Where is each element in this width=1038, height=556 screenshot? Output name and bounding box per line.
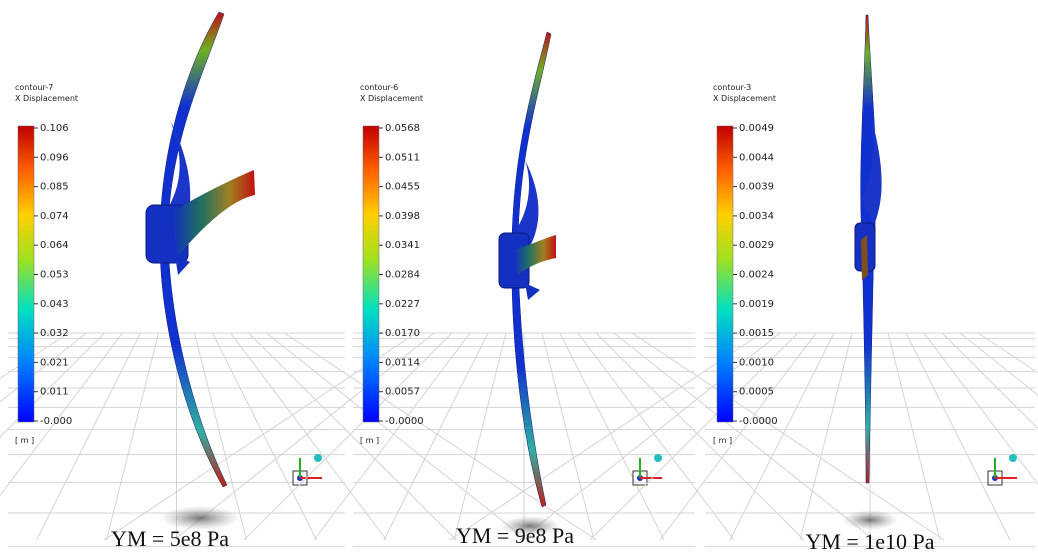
contour-name: contour-7 [15, 83, 53, 92]
grid-line [560, 333, 664, 540]
grid-line [632, 333, 944, 540]
colorbar-tick-label: 0.0044 [739, 152, 774, 163]
colorbar-tick-label: 0.0398 [385, 211, 420, 222]
quantity: X Displacement [713, 94, 776, 103]
grid-line [888, 333, 940, 540]
caption: YM = 1e10 Pa [805, 529, 934, 554]
colorbar-tick-label: 0.0057 [385, 387, 420, 398]
triad [654, 454, 662, 462]
triad [1009, 454, 1017, 462]
colorbar-tick-label: -0.0000 [739, 416, 778, 427]
figure: contour-7 X Displacement 0.106 0.096 0.085 0.… [0, 0, 1038, 556]
colorbar-tick-label: 0.0015 [739, 328, 774, 339]
colorbar-tick-label: 0.011 [40, 387, 69, 398]
colorbar-tick-label: 0.074 [40, 211, 69, 222]
colorbar-tick-label: 0.064 [40, 240, 69, 251]
grid-line [942, 333, 1038, 540]
colorbar-tick-label: 0.0010 [739, 357, 774, 368]
triad [314, 454, 322, 462]
colorbar-tick-label: 0.021 [40, 357, 69, 368]
colorbar-tick-label: 0.106 [40, 123, 69, 134]
caption: YM = 5e8 Pa [111, 526, 229, 551]
colorbar-tick-label: 0.0455 [385, 182, 420, 193]
colorbar-tick-label: -0.000 [40, 416, 72, 427]
grid-line [800, 333, 852, 540]
colorbar-tick-label: 0.0511 [385, 152, 420, 163]
colorbar-tick-label: 0.0019 [739, 299, 774, 310]
colorbar-tick-label: 0.0284 [385, 270, 420, 281]
colorbar-tick-label: 0.0029 [739, 240, 774, 251]
grid-line [960, 333, 1038, 540]
grid-line [578, 333, 734, 540]
colorbar-tick-label: 0.0039 [739, 182, 774, 193]
colorbar-tick-label: 0.096 [40, 152, 69, 163]
colorbar-tick-label: 0.0024 [739, 270, 774, 281]
grid-line [454, 333, 506, 540]
grid-line [924, 333, 1038, 540]
caption: YM = 9e8 Pa [456, 523, 574, 548]
colorbar-tick-label: 0.0170 [385, 328, 420, 339]
colorbar [363, 126, 379, 422]
panel-labels: contour-7 X Displacement 0.106 0.096 0.085 0.… [15, 83, 935, 554]
grid-line [244, 333, 452, 540]
contour-name: contour-6 [360, 83, 398, 92]
colorbar-tick-label: 0.0568 [385, 123, 420, 134]
colorbar [18, 126, 34, 422]
unit: [ m ] [15, 436, 34, 445]
colorbar [717, 126, 733, 422]
colorbar-tick-label: 0.0227 [385, 299, 420, 310]
model [499, 32, 560, 536]
colorbar-tick-label: 0.043 [40, 299, 69, 310]
quantity: X Displacement [15, 94, 78, 103]
colorbar-tick-label: 0.0049 [739, 123, 774, 134]
grid-line [249, 333, 457, 540]
grid-line [660, 333, 816, 540]
model [146, 12, 255, 530]
contour-name: contour-3 [713, 83, 751, 92]
colorbar-tick-label: 0.0341 [385, 240, 420, 251]
grid-line [906, 333, 1010, 540]
quantity: X Displacement [360, 94, 423, 103]
colorbar-tick-label: -0.0000 [385, 416, 424, 427]
grid-line [978, 333, 1038, 540]
colorbar-tick-label: 0.053 [40, 270, 69, 281]
colorbar-tick-label: 0.0114 [385, 357, 420, 368]
unit: [ m ] [360, 436, 379, 445]
colorbar-tick-label: 0.0005 [739, 387, 774, 398]
colorbar-tick-label: 0.032 [40, 328, 69, 339]
unit: [ m ] [713, 436, 732, 445]
colorbar-tick-label: 0.0034 [739, 211, 774, 222]
grid-line [213, 333, 317, 540]
colorbar-tick-label: 0.085 [40, 182, 69, 193]
